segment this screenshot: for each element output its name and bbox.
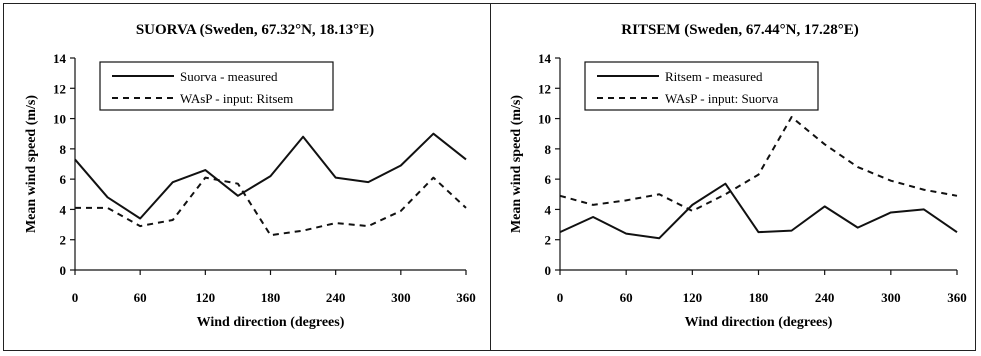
x-tick-label: 240 — [326, 290, 346, 305]
x-tick-label: 180 — [261, 290, 281, 305]
y-tick-label: 4 — [545, 202, 552, 217]
x-tick-label: 360 — [456, 290, 476, 305]
y-tick-label: 0 — [545, 263, 552, 278]
legend-label: WAsP - input: Ritsem — [180, 91, 293, 106]
x-tick-label: 0 — [557, 290, 564, 305]
y-tick-label: 10 — [538, 112, 551, 127]
y-tick-label: 6 — [60, 172, 67, 187]
panel-divider — [490, 3, 491, 351]
x-tick-label: 0 — [72, 290, 79, 305]
y-tick-label: 14 — [53, 51, 67, 66]
y-tick-label: 2 — [60, 233, 67, 248]
chart-title: SUORVA (Sweden, 67.32°N, 18.13°E) — [136, 22, 374, 38]
y-axis-label: Mean wind speed (m/s) — [24, 95, 39, 233]
legend-box — [584, 61, 819, 111]
x-tick-label: 300 — [881, 290, 901, 305]
chart-suorva: SUORVA (Sweden, 67.32°N, 18.13°E) 0 2 4 6 8 10… — [24, 22, 476, 330]
x-tick-label: 60 — [134, 290, 147, 305]
x-tick-label: 240 — [815, 290, 835, 305]
x-tick-label: 360 — [947, 290, 967, 305]
series-line-measured — [74, 132, 467, 220]
y-tick-label: 4 — [60, 202, 67, 217]
x-tick-label: 300 — [391, 290, 411, 305]
chart-panel-ritsem: RITSEM (Sweden, 67.44°N, 17.28°E) 0 2 4 6 8 10… — [490, 0, 980, 356]
x-tick-label: 60 — [620, 290, 633, 305]
y-tick-label: 12 — [53, 81, 66, 96]
series-line-wasp — [559, 116, 958, 212]
y-axis-label: Mean wind speed (m/s) — [509, 95, 524, 233]
legend-label: WAsP - input: Suorva — [665, 91, 778, 106]
x-axis-label: Wind direction (degrees) — [197, 315, 345, 330]
y-tick-label: 14 — [538, 51, 552, 66]
y-tick-label: 0 — [60, 263, 67, 278]
legend-box — [99, 61, 334, 111]
y-tick-label: 2 — [545, 233, 552, 248]
figure-frame — [3, 3, 976, 351]
y-tick-label: 8 — [60, 142, 67, 157]
y-tick-label: 10 — [53, 112, 66, 127]
x-tick-label: 180 — [749, 290, 769, 305]
legend-label: Suorva - measured — [180, 69, 278, 84]
chart-ritsem: RITSEM (Sweden, 67.44°N, 17.28°E) 0 2 4 6 8 10… — [509, 22, 967, 330]
legend-label: Ritsem - measured — [665, 69, 763, 84]
chart-panel-suorva: SUORVA (Sweden, 67.32°N, 18.13°E) 0 2 4 6 8 10… — [0, 0, 490, 356]
chart-title: RITSEM (Sweden, 67.44°N, 17.28°E) — [621, 22, 858, 38]
y-tick-label: 12 — [538, 81, 551, 96]
x-axis-label: Wind direction (degrees) — [685, 315, 833, 330]
series-line-wasp — [75, 176, 467, 237]
y-tick-label: 6 — [545, 172, 552, 187]
x-tick-label: 120 — [196, 290, 216, 305]
x-tick-label: 120 — [683, 290, 703, 305]
y-tick-label: 8 — [545, 142, 552, 157]
series-line-measured — [559, 182, 958, 240]
